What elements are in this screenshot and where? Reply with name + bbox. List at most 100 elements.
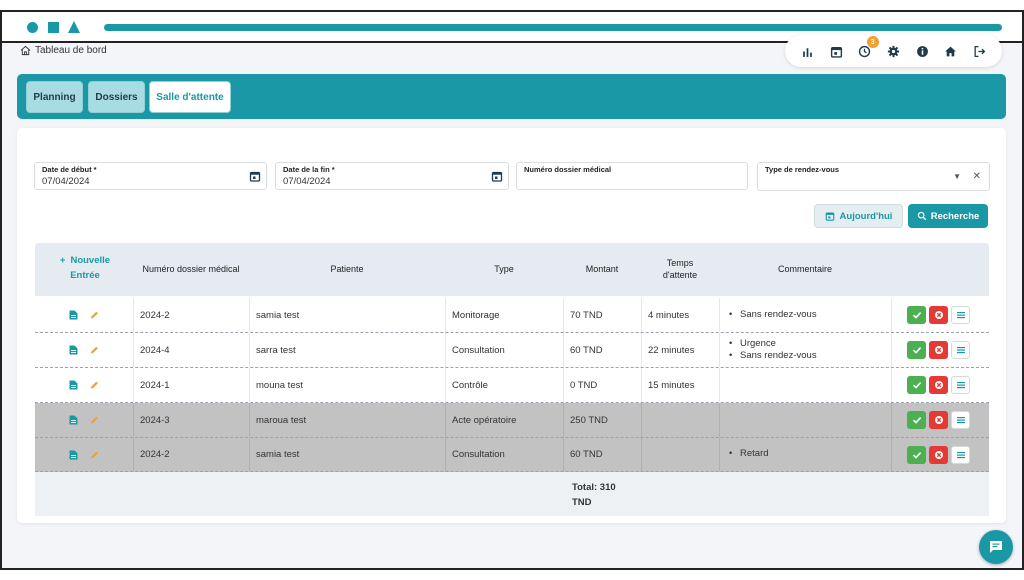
confirm-button[interactable] [907,306,926,324]
comment-list: Retard [726,448,769,461]
check-icon [912,382,921,389]
end-date-field[interactable]: Date de la fin * 07/04/2024 [275,162,509,190]
document-icon[interactable] [69,310,78,320]
calendar-icon[interactable] [491,170,503,182]
document-icon[interactable] [69,380,78,390]
menu-button[interactable] [951,341,970,359]
row-left-actions [69,333,99,367]
confirm-button[interactable] [907,376,926,394]
address-bar[interactable] [104,24,1002,31]
pencil-icon[interactable] [90,450,99,460]
close-circle-icon [934,381,943,389]
appointment-type-select[interactable]: Type de rendez-vous ▼ ✕ [757,162,990,191]
confirm-button[interactable] [907,341,926,359]
cell-amount: 250 TND [563,403,641,437]
cell-wait: 4 minutes [641,298,719,332]
menu-button[interactable] [951,306,970,324]
pencil-icon[interactable] [90,415,99,425]
column-header-amount[interactable]: Montant [585,263,619,274]
chart-icon[interactable] [800,44,814,58]
check-icon [912,451,921,459]
search-icon [917,211,926,221]
column-header-type[interactable]: Type [494,263,514,274]
end-date-label: Date de la fin * [283,165,335,174]
row-right-actions [907,438,970,471]
row-right-actions [907,333,970,367]
close-circle-icon [934,450,943,459]
column-header-file[interactable]: Numéro dossier médical [142,263,240,274]
cell-patient: samia test [249,438,445,471]
pencil-icon[interactable] [90,310,99,320]
cell-file: 2024-2 [133,298,249,332]
confirm-button[interactable] [907,411,926,429]
appointment-type-label: Type de rendez-vous [765,165,840,174]
cancel-button[interactable] [929,306,948,324]
clock-icon[interactable]: 3 [858,36,879,58]
today-button[interactable]: Aujourd'hui [814,204,903,228]
new-entry-button[interactable]: + Nouvelle Entrée [55,253,115,283]
column-header-patient[interactable]: Patiente [330,263,364,274]
cell-file: 2024-4 [133,333,249,367]
search-button[interactable]: Recherche [908,204,988,228]
row-left-actions [69,368,99,402]
document-icon[interactable] [69,450,78,460]
row-left-actions [69,403,99,437]
file-number-field[interactable]: Numéro dossier médical [516,162,748,190]
logout-icon[interactable] [973,44,987,58]
comment-item: Sans rendez-vous [726,309,817,322]
document-icon[interactable] [69,345,78,355]
tab-planning[interactable]: Planning [26,81,83,113]
table-row: 2024-2 samia test Monitorage 70 TND 4 minute… [35,298,989,333]
menu-button[interactable] [951,445,970,464]
chevron-down-icon[interactable]: ▼ [953,172,961,181]
cell-amount: 70 TND [563,298,641,332]
check-icon [912,347,921,354]
tab-bar: Planning Dossiers Salle d'attente [17,74,1006,119]
cell-wait: 15 minutes [641,368,719,402]
comment-item: Sans rendez-vous [726,350,817,363]
tab-salle-attente[interactable]: Salle d'attente [149,81,231,113]
file-number-label: Numéro dossier médical [524,165,612,174]
total-amount: Total: 310 TND [572,480,632,510]
cell-type: Monitorage [445,298,563,332]
column-header-wait[interactable]: Temps d'attente [662,257,698,280]
info-icon[interactable] [915,44,929,58]
cancel-button[interactable] [929,341,948,359]
cell-actions [891,403,989,437]
gear-icon[interactable] [886,44,900,58]
home-icon[interactable] [944,44,958,58]
row-right-actions [907,403,970,437]
breadcrumb[interactable]: Tableau de bord [20,45,107,56]
chat-button[interactable] [979,530,1013,564]
tab-dossiers[interactable]: Dossiers [88,81,145,113]
pencil-icon[interactable] [90,345,99,355]
cell-wait [641,403,719,437]
document-icon[interactable] [69,415,78,425]
cancel-button[interactable] [929,411,948,429]
calendar-icon[interactable] [829,44,843,58]
end-date-value: 07/04/2024 [283,176,331,187]
cancel-button[interactable] [929,376,948,394]
menu-button[interactable] [951,376,970,394]
cell-patient: maroua test [249,403,445,437]
chat-icon [990,541,1002,553]
pencil-icon[interactable] [90,380,99,390]
plus-icon: + [59,255,66,266]
table-row: 2024-1 mouna test Contrôle 0 TND 15 minutes [35,368,989,403]
cell-type: Acte opératoire [445,403,563,437]
window-titlebar [2,12,1022,43]
confirm-button[interactable] [907,445,926,464]
cell-amount: 60 TND [563,438,641,471]
column-header-comment[interactable]: Commentaire [777,263,833,274]
close-icon[interactable]: ✕ [972,171,981,182]
breadcrumb-label: Tableau de bord [35,45,107,56]
cell-actions [891,438,989,471]
row-left-actions [69,298,99,332]
cancel-button[interactable] [929,445,948,464]
cell-patient: mouna test [249,368,445,402]
start-date-field[interactable]: Date de début * 07/04/2024 [34,162,267,190]
cell-type: Consultation [445,333,563,367]
calendar-icon[interactable] [249,170,261,182]
menu-button[interactable] [951,411,970,429]
total-line-2: TND [572,497,592,509]
